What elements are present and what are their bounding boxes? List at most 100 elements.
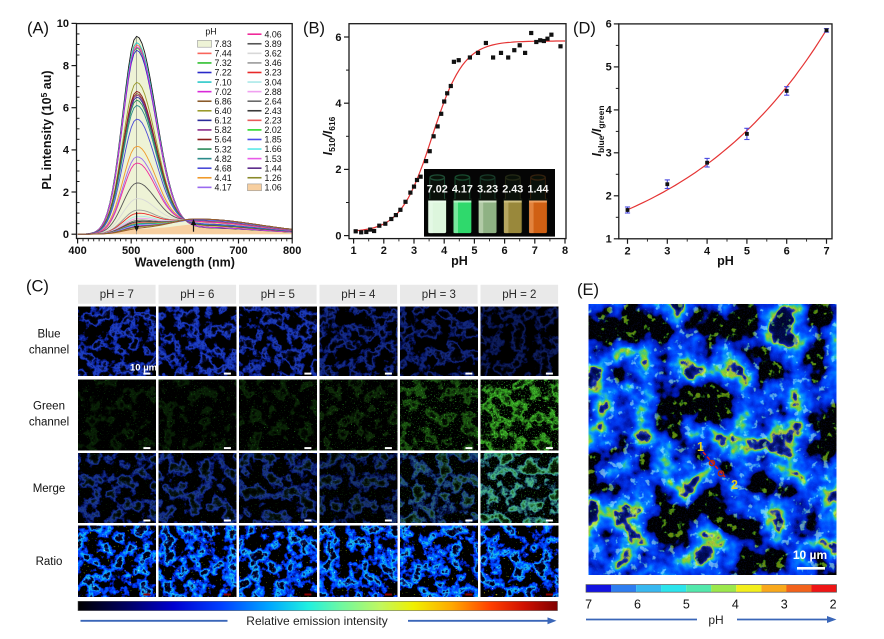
- svg-text:5: 5: [471, 245, 477, 257]
- svg-text:pH = 6: pH = 6: [180, 289, 214, 301]
- svg-text:10: 10: [57, 18, 69, 30]
- svg-text:1.26: 1.26: [265, 173, 282, 183]
- svg-text:1: 1: [606, 234, 612, 246]
- svg-text:channel: channel: [29, 417, 69, 429]
- svg-text:4: 4: [606, 105, 613, 117]
- svg-text:4.41: 4.41: [215, 173, 232, 183]
- svg-text:6: 6: [63, 103, 69, 115]
- svg-text:600: 600: [176, 245, 194, 257]
- svg-text:channel: channel: [29, 345, 69, 357]
- svg-text:4.82: 4.82: [215, 154, 232, 164]
- svg-text:3.46: 3.46: [265, 58, 282, 68]
- svg-text:pH: pH: [717, 254, 734, 268]
- svg-text:(C): (C): [26, 278, 49, 296]
- svg-text:7: 7: [532, 245, 538, 257]
- svg-text:400: 400: [68, 245, 86, 257]
- svg-text:2: 2: [63, 187, 69, 199]
- svg-text:3: 3: [411, 245, 417, 257]
- svg-text:1.44: 1.44: [527, 184, 548, 196]
- svg-text:7.44: 7.44: [215, 49, 232, 59]
- svg-text:4.06: 4.06: [265, 29, 282, 39]
- svg-text:7: 7: [823, 245, 829, 257]
- svg-text:3.62: 3.62: [265, 49, 282, 59]
- svg-text:4: 4: [335, 98, 342, 110]
- svg-text:2.64: 2.64: [265, 96, 282, 106]
- svg-text:pH = 5: pH = 5: [261, 289, 295, 301]
- svg-text:7.32: 7.32: [215, 58, 232, 68]
- svg-text:PL intensity (105 au): PL intensity (105 au): [39, 70, 54, 189]
- svg-text:0: 0: [335, 230, 341, 242]
- svg-text:2.88: 2.88: [265, 87, 282, 97]
- svg-text:5.64: 5.64: [215, 135, 232, 145]
- svg-text:pH: pH: [708, 613, 723, 627]
- svg-text:5.82: 5.82: [215, 125, 232, 135]
- svg-text:1: 1: [697, 440, 704, 454]
- svg-text:3.23: 3.23: [477, 184, 498, 196]
- svg-text:2.43: 2.43: [502, 184, 523, 196]
- svg-text:2: 2: [624, 245, 630, 257]
- svg-text:1.66: 1.66: [265, 144, 282, 154]
- svg-text:5: 5: [744, 245, 750, 257]
- svg-text:4.17: 4.17: [215, 183, 232, 193]
- svg-text:3: 3: [781, 598, 788, 612]
- svg-text:1.44: 1.44: [265, 163, 282, 173]
- svg-text:(D): (D): [573, 20, 596, 38]
- svg-text:pH = 7: pH = 7: [100, 289, 134, 301]
- svg-text:2: 2: [606, 191, 612, 203]
- svg-text:Relative emission intensity: Relative emission intensity: [246, 614, 387, 628]
- svg-text:5: 5: [683, 598, 690, 612]
- svg-text:7.22: 7.22: [215, 68, 232, 78]
- svg-text:Blue: Blue: [37, 329, 60, 341]
- svg-text:(E): (E): [577, 281, 599, 299]
- svg-text:1.85: 1.85: [265, 135, 282, 145]
- svg-text:6.86: 6.86: [215, 96, 232, 106]
- svg-text:6: 6: [634, 598, 641, 612]
- svg-text:7.83: 7.83: [215, 39, 232, 49]
- svg-text:pH: pH: [205, 27, 216, 37]
- svg-text:1: 1: [351, 245, 357, 257]
- svg-text:Green: Green: [33, 401, 65, 413]
- svg-text:8: 8: [562, 245, 568, 257]
- svg-text:10 µm: 10 µm: [130, 363, 157, 374]
- svg-text:5.32: 5.32: [215, 144, 232, 154]
- svg-text:1.53: 1.53: [265, 154, 282, 164]
- svg-text:7.10: 7.10: [215, 77, 232, 87]
- svg-text:2.43: 2.43: [265, 106, 282, 116]
- svg-text:7.02: 7.02: [215, 87, 232, 97]
- svg-text:4: 4: [704, 245, 711, 257]
- svg-text:7.02: 7.02: [427, 184, 448, 196]
- svg-text:10 µm: 10 µm: [793, 548, 827, 562]
- svg-text:4.17: 4.17: [452, 184, 473, 196]
- svg-text:2: 2: [731, 478, 738, 492]
- svg-text:7: 7: [585, 598, 592, 612]
- svg-text:pH = 2: pH = 2: [502, 289, 536, 301]
- svg-text:6: 6: [606, 19, 612, 31]
- svg-text:3.04: 3.04: [265, 77, 282, 87]
- svg-text:5: 5: [606, 62, 612, 74]
- svg-text:8: 8: [63, 60, 69, 72]
- svg-text:4.68: 4.68: [215, 163, 232, 173]
- svg-text:pH = 3: pH = 3: [422, 289, 456, 301]
- svg-text:2: 2: [830, 598, 837, 612]
- svg-text:6.12: 6.12: [215, 116, 232, 126]
- svg-text:6: 6: [784, 245, 790, 257]
- svg-text:2.02: 2.02: [265, 125, 282, 135]
- svg-text:700: 700: [229, 245, 247, 257]
- svg-text:(A): (A): [27, 20, 49, 38]
- svg-text:4: 4: [63, 145, 70, 157]
- svg-text:3.89: 3.89: [265, 39, 282, 49]
- svg-text:4: 4: [441, 245, 448, 257]
- svg-text:6.40: 6.40: [215, 106, 232, 116]
- svg-text:Ratio: Ratio: [36, 556, 63, 568]
- svg-text:3: 3: [664, 245, 670, 257]
- svg-text:0: 0: [63, 229, 69, 241]
- svg-text:500: 500: [122, 245, 140, 257]
- svg-text:2.23: 2.23: [265, 116, 282, 126]
- svg-text:Wavelength (nm): Wavelength (nm): [135, 256, 235, 270]
- svg-text:1.06: 1.06: [265, 183, 282, 193]
- svg-text:Merge: Merge: [33, 483, 66, 495]
- svg-text:4: 4: [732, 598, 739, 612]
- svg-text:6: 6: [335, 32, 341, 44]
- svg-text:800: 800: [283, 245, 301, 257]
- svg-text:3: 3: [606, 148, 612, 160]
